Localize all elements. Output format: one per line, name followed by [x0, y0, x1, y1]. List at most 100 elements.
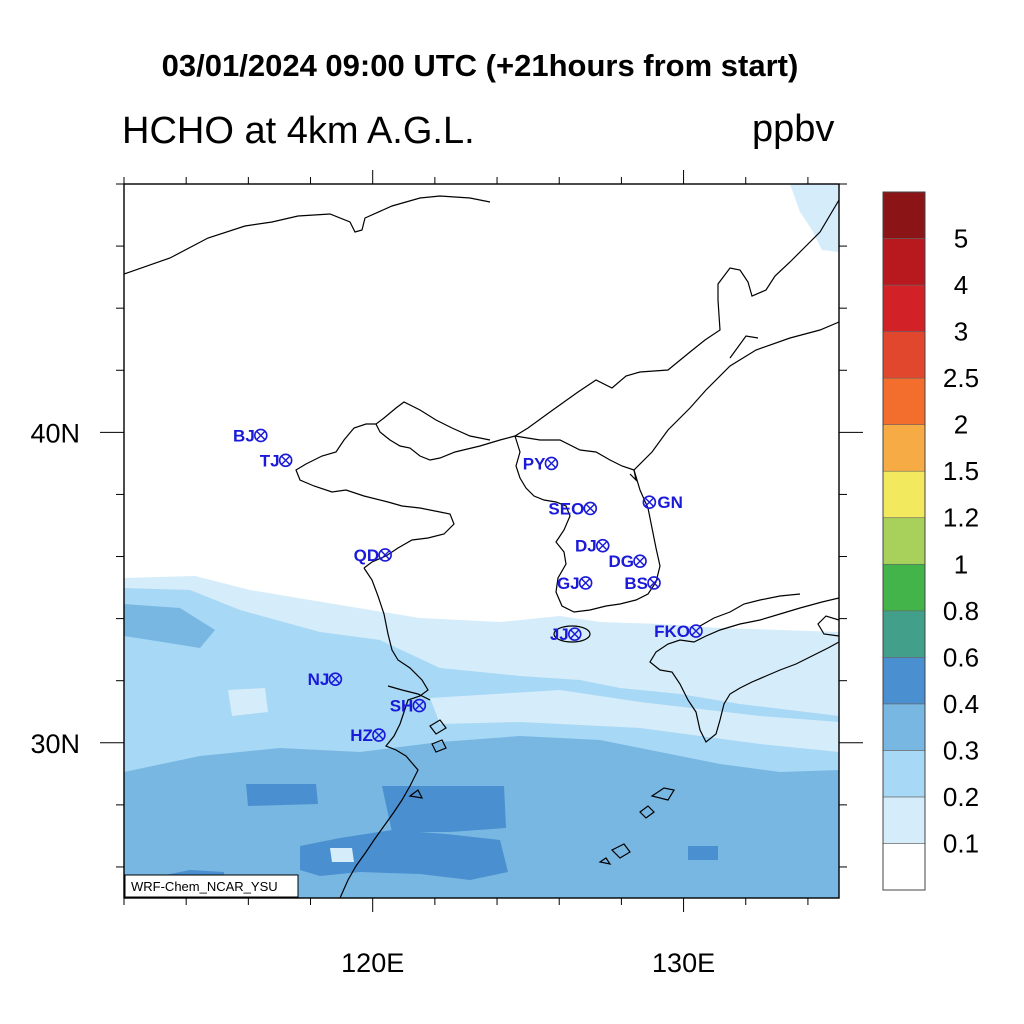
variable-title: HCHO at 4km A.G.L.: [122, 110, 475, 152]
site-symbol: [595, 538, 610, 553]
hcho-patch-0.4-a: [246, 784, 318, 806]
site-label: QD: [354, 546, 380, 565]
colorbar-swatch: [882, 424, 926, 472]
site-label: GN: [657, 493, 683, 512]
colorbar-level-label: 0.3: [943, 735, 979, 765]
site-label: BS: [624, 574, 648, 593]
colorbar-level-label: 1.2: [943, 503, 979, 533]
y-tick-label: 40N: [30, 418, 80, 448]
site-label: JJ: [550, 625, 569, 644]
site-marker-bj: BJ: [233, 426, 268, 445]
site-markers: BJ TJ PY SEO GN QD DJ DG GJ BS FKO JJ NJ SH HZ: [233, 426, 703, 745]
site-label: HZ: [350, 726, 373, 745]
colorbar-level-label: 0.8: [943, 596, 979, 626]
site-marker-bs: BS: [624, 574, 661, 593]
colorbar-level-label: 4: [954, 270, 968, 300]
tick-marks: [100, 170, 863, 912]
site-symbol: [278, 453, 293, 468]
site-symbol: [583, 501, 598, 516]
site-label: PY: [523, 454, 546, 473]
colorbar-swatch: [882, 517, 926, 565]
site-symbol: [544, 456, 559, 471]
site-symbol: [578, 576, 593, 590]
site-label: BJ: [233, 426, 255, 445]
site-symbol: [412, 698, 427, 713]
colorbar-level-label: 2: [954, 410, 968, 440]
colorbar: 0.1 0.2 0.3 0.4 0.6 0.8 1 1.2 1.5 2 2.5 3 4 5: [882, 191, 979, 891]
site-marker-seo: SEO: [548, 499, 598, 518]
site-symbol: [633, 554, 647, 568]
site-marker-sh: SH: [390, 697, 427, 716]
colorbar-level-label: 1.5: [943, 456, 979, 486]
colorbar-swatch: [882, 796, 926, 844]
site-marker-py: PY: [523, 454, 559, 473]
colorbar-level-label: 0.4: [943, 689, 979, 719]
site-label: DG: [609, 552, 635, 571]
concentration-field: [124, 184, 839, 898]
site-symbol: [328, 672, 343, 686]
axis-tick-labels: 120E 130E 30N 40N: [30, 418, 715, 978]
site-marker-nj: NJ: [308, 670, 343, 689]
site-marker-tj: TJ: [260, 451, 293, 470]
site-symbol: [567, 627, 582, 641]
hcho-patch-upper-0.3: [124, 604, 215, 648]
hcho-patch-light-1: [228, 688, 268, 716]
hcho-streak-light: [330, 848, 354, 862]
model-credit-box: WRF-Chem_NCAR_YSU: [124, 874, 299, 898]
page-title: 03/01/2024 09:00 UTC (+21hours from star…: [161, 48, 799, 83]
site-label: GJ: [557, 574, 580, 593]
site-marker-gj: GJ: [557, 574, 593, 593]
colorbar-level-label: 0.6: [943, 642, 979, 672]
colorbar-level-label: 2.5: [943, 363, 979, 393]
site-symbol: [647, 576, 661, 590]
site-symbol: [689, 624, 703, 638]
colorbar-swatch: [882, 377, 926, 425]
colorbar-level-label: 5: [954, 224, 968, 254]
colorbar-swatch: [882, 238, 926, 286]
colorbar-level-label: 0.1: [943, 828, 979, 858]
site-symbol: [253, 428, 268, 443]
hcho-patch-0.4-b: [382, 786, 506, 832]
site-label: FKO: [654, 622, 690, 641]
colorbar-swatch: [882, 470, 926, 519]
hcho-patch-0.4-e: [688, 846, 718, 860]
colorbar-level-label: 0.2: [943, 782, 979, 812]
site-label: SH: [390, 697, 414, 716]
model-credit: WRF-Chem_NCAR_YSU: [131, 879, 278, 894]
colorbar-level-label: 1: [954, 549, 968, 579]
unit-label: ppbv: [752, 108, 835, 150]
colorbar-swatch: [882, 191, 926, 239]
x-tick-label: 130E: [652, 948, 715, 978]
hcho-patch-0.4-c: [300, 830, 508, 880]
site-symbol: [372, 728, 386, 742]
colorbar-swatch: [882, 284, 926, 332]
map-frame: [123, 183, 840, 899]
site-marker-gn: GN: [642, 493, 683, 512]
hcho-patch-light-2: [430, 690, 839, 752]
site-marker-fko: FKO: [654, 622, 703, 641]
colorbar-level-label: 3: [954, 317, 968, 347]
site-marker-jj: JJ: [550, 625, 582, 644]
site-symbol: [378, 548, 392, 562]
colorbar-swatch: [882, 657, 926, 705]
site-marker-dg: DG: [609, 552, 647, 571]
colorbar-swatch: [882, 750, 926, 798]
hcho-patch-northeast: [790, 184, 839, 252]
site-label: SEO: [548, 499, 584, 518]
y-tick-label: 30N: [30, 729, 80, 759]
site-label: TJ: [260, 451, 280, 470]
colorbar-swatch: [882, 703, 926, 751]
site-marker-dj: DJ: [575, 537, 610, 556]
coastlines: [124, 195, 839, 898]
colorbar-frame: [882, 191, 926, 891]
colorbar-swatch: [882, 331, 926, 379]
site-marker-hz: HZ: [350, 726, 386, 745]
colorbar-swatch: [882, 563, 926, 612]
x-tick-label: 120E: [341, 948, 404, 978]
colorbar-swatch: [882, 610, 926, 658]
site-label: DJ: [575, 537, 597, 556]
site-symbol: [642, 495, 657, 509]
site-label: NJ: [308, 670, 330, 689]
colorbar-swatch: [882, 843, 926, 891]
